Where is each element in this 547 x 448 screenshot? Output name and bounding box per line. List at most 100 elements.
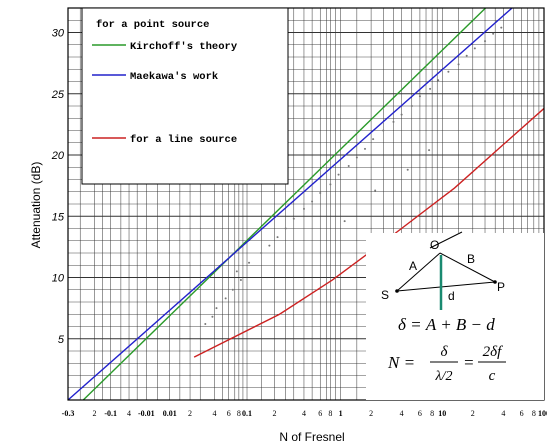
scatter-point	[484, 40, 487, 43]
x-tick-label: 2	[188, 409, 192, 418]
direct-path-line	[396, 281, 496, 292]
formula-delta: δ = A + B − d	[398, 315, 495, 334]
series-line-0	[82, 0, 495, 401]
scatter-point	[231, 288, 234, 291]
formula-num1: δ	[441, 344, 449, 360]
label-p: P	[497, 280, 505, 294]
label-s: S	[381, 288, 389, 302]
x-tick-label: -0.01	[138, 409, 155, 418]
x-tick-label: 6	[227, 409, 231, 418]
y-tick-label: 10	[52, 273, 65, 285]
series-line-1	[67, 0, 523, 401]
scatter-point	[239, 278, 242, 281]
top-mask	[68, 0, 547, 8]
path-b-line	[439, 252, 496, 283]
scatter-point	[204, 323, 207, 326]
scatter-point	[500, 26, 503, 29]
scatter-point	[215, 307, 218, 310]
scatter-point	[292, 217, 295, 220]
x-tick-label: 2	[92, 409, 96, 418]
x-tick-label: 4	[127, 409, 131, 418]
x-tick-label: 8	[328, 409, 332, 418]
x-tick-label: 6	[418, 409, 422, 418]
x-tick-label: 6	[520, 409, 524, 418]
scatter-point	[382, 129, 385, 132]
scatter-point	[347, 165, 350, 168]
scatter-point	[260, 252, 263, 254]
x-axis-label: N of Fresnel	[279, 430, 344, 444]
x-tick-label: 4	[400, 409, 404, 418]
x-tick-label: 2	[471, 409, 475, 418]
scatter-point	[473, 47, 476, 50]
formula-eq: =	[463, 353, 474, 372]
x-tick-label: 8	[532, 409, 536, 418]
x-tick-label: -0.1	[104, 409, 117, 418]
y-tick-label: 5	[58, 334, 65, 346]
x-tick-labels: -0.3 2 -0.1 4 -0.01 0.01 2 4 6 8 0.1 2 4 6 8 1 2 4 6 8 10 2 4 6…	[62, 409, 547, 418]
x-tick-label: 0.01	[163, 409, 177, 418]
scatter-point	[268, 244, 271, 247]
plot-frame	[67, 7, 545, 401]
scatter-point	[284, 227, 287, 230]
x-tick-label: 0.1	[242, 409, 252, 418]
inset-diagram: O S P A B d δ = A + B − d N = δ λ/2 = 2δ…	[366, 231, 544, 400]
x-tick-label: 1	[339, 409, 343, 418]
x-tick-label: 8	[430, 409, 434, 418]
legend-label-line-source: for a line source	[130, 134, 237, 146]
legend: for a point source Kirchoff's theory Mae…	[81, 7, 289, 185]
y-tick-label: 20	[51, 150, 65, 162]
scatter-point	[437, 79, 440, 82]
x-tick-label: 4	[302, 409, 306, 418]
scatter-point	[235, 270, 238, 273]
scatter-point	[429, 87, 432, 90]
scatter-point	[410, 105, 413, 107]
scatter-point	[363, 147, 366, 150]
path-a-line	[396, 252, 441, 292]
y-tick-label: 25	[51, 89, 65, 101]
legend-box	[81, 7, 289, 185]
label-o: O	[430, 238, 439, 252]
formula-num2: 2δf	[483, 344, 503, 360]
measured-points	[204, 26, 503, 326]
label-d: d	[448, 289, 455, 303]
scatter-point	[224, 297, 227, 300]
scatter-point	[457, 63, 460, 66]
x-tick-label: 2	[272, 409, 276, 418]
barrier-top-line	[429, 231, 463, 249]
scatter-point	[492, 32, 495, 35]
formula-n-lhs: N =	[387, 353, 415, 372]
scatter-point	[447, 70, 450, 73]
x-tick-label: 2	[369, 409, 373, 418]
legend-label-maekawa: Maekawa's work	[130, 71, 218, 83]
scatter-point	[392, 120, 395, 123]
series-layer	[67, 0, 547, 401]
source-point	[395, 289, 399, 293]
y-tick-labels: 5 10 15 20 25 30	[51, 28, 65, 346]
x-tick-label: -0.3	[62, 409, 75, 418]
scatter-point	[276, 236, 279, 239]
scatter-point	[355, 156, 358, 159]
scatter-point	[428, 149, 431, 152]
x-tick-label: 100	[538, 409, 547, 418]
scatter-point	[248, 261, 251, 264]
legend-header: for a point source	[96, 19, 209, 31]
scatter-point	[337, 173, 340, 176]
x-tick-label: 10	[438, 409, 446, 418]
receiver-point	[493, 280, 497, 284]
formula-den1: λ/2	[435, 369, 453, 384]
scatter-point	[302, 207, 305, 210]
scatter-point	[211, 315, 214, 318]
legend-label-kirchoff: Kirchoff's theory	[130, 41, 238, 53]
x-tick-label: 4	[501, 409, 505, 418]
x-tick-label: 6	[318, 409, 322, 418]
scatter-point	[311, 200, 314, 203]
y-axis-label: Attenuation (dB)	[29, 162, 43, 249]
scatter-point	[343, 220, 346, 223]
scatter-point	[372, 138, 375, 141]
label-b: B	[467, 252, 475, 266]
scatter-point	[406, 168, 409, 171]
label-a: A	[409, 259, 417, 273]
y-tick-label: 15	[52, 211, 65, 223]
scatter-point	[329, 183, 332, 186]
